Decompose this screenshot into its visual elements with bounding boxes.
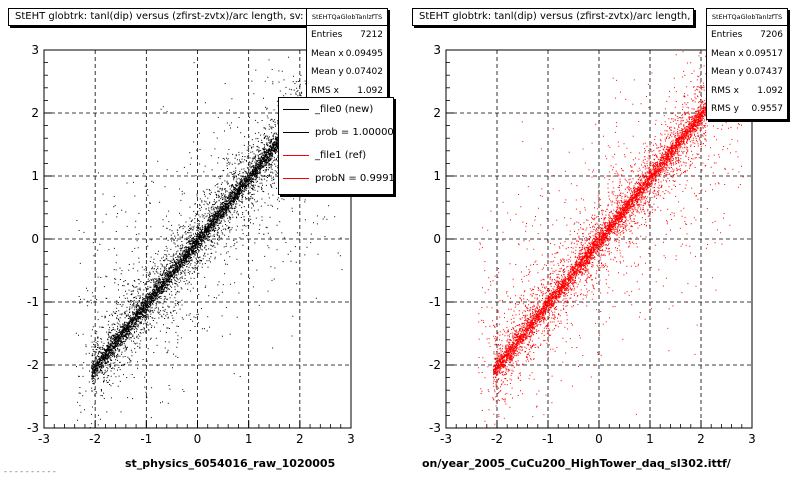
right-y-tick-label: 0 [433,232,441,246]
left-x-tick-label: 2 [296,432,304,446]
left-x-tick-label: -2 [89,432,101,446]
left-legend: _file0 (new) prob = 1.000000 _file1 (ref… [278,97,394,195]
left-stats-row: Mean y 0.07402 [311,67,383,77]
right-x-tick-label: -3 [440,432,452,446]
legend-line-black [283,109,309,110]
left-x-tick-label: 1 [245,432,253,446]
right-stats-row: RMS y 0.9557 [711,104,783,114]
right-stats-row: Mean y 0.07437 [711,67,783,77]
right-x-tick-label: -1 [542,432,554,446]
right-y-tick-label: -1 [429,295,441,309]
right-x-tick-label: 1 [646,432,654,446]
left-stats-name: StEHTQaGlobTanlzfTS [307,9,387,26]
right-stats-row: Entries 7206 [711,30,783,40]
right-y-tick-label: -3 [429,421,441,435]
left-stats-box: StEHTQaGlobTanlzfTS Entries 7212 Mean x 0.… [306,8,388,108]
left-stats-row: Mean x 0.09495 [311,48,383,59]
legend-entry-probn: probN = 0.99919 [279,167,393,190]
left-stats-row: Entries 7212 [311,30,383,40]
legend-entry-prob: prob = 1.000000 [279,121,393,144]
right-y-tick-label: 3 [433,43,441,57]
right-y-tick-label: 1 [433,169,441,183]
legend-line-red [283,178,309,179]
left-x-axis-caption: st_physics_6054016_raw_1020005 [125,457,336,470]
left-stats-row: RMS x 1.092 [311,85,383,96]
left-scatter-points [75,50,343,429]
right-x-tick-label: 3 [748,432,756,446]
left-y-tick-label: -1 [27,295,39,309]
right-plot-title: StEHT globtrk: tanl(dip) versus (zfirst-… [412,8,694,26]
left-y-tick-label: 0 [31,232,39,246]
left-x-tick-label: -3 [38,432,50,446]
left-y-tick-label: -2 [27,358,39,372]
legend-entry-file0: _file0 (new) [279,98,393,121]
right-stats-row: Mean x 0.09517 [711,48,783,59]
legend-entry-file1: _file1 (ref) [279,144,393,167]
left-y-tick-label: 3 [31,43,39,57]
legend-line-black [283,132,309,133]
right-x-tick-label: 0 [595,432,603,446]
right-y-tick-label: 2 [433,106,441,120]
right-stats-row: RMS x 1.092 [711,85,783,96]
footer-fragment: - - - - - - - - - - [4,467,56,476]
left-y-tick-label: -3 [27,421,39,435]
right-x-tick-label: 2 [697,432,705,446]
left-x-tick-label: 0 [194,432,202,446]
left-y-tick-label: 2 [31,106,39,120]
left-x-tick-label: 3 [347,432,355,446]
right-x-tick-label: -2 [491,432,503,446]
left-y-tick-label: 1 [31,169,39,183]
right-y-tick-label: -2 [429,358,441,372]
legend-line-red [283,155,309,156]
left-x-tick-label: -1 [140,432,152,446]
right-scatter-points [478,50,744,429]
left-plot-title: StEHT globtrk: tanl(dip) versus (zfirst-… [8,8,312,26]
right-x-axis-caption: on/year_2005_CuCu200_HighTower_daq_sl302… [422,457,731,470]
right-stats-name: StEHTQaGlobTanlzfTS [707,9,787,26]
right-stats-box: StEHTQaGlobTanlzfTS Entries 7206 Mean x 0.… [706,8,788,120]
